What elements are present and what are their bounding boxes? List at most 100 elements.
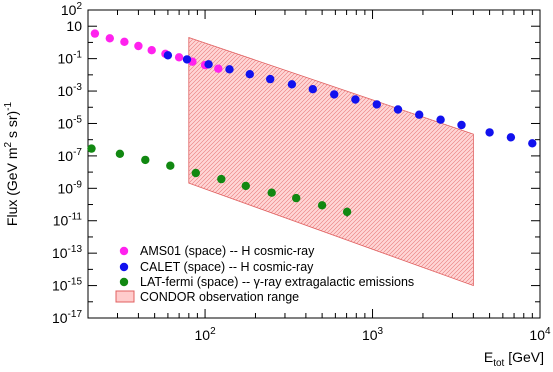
data-point-series-1 <box>485 128 494 137</box>
y-tick-label: 10-15 <box>52 277 82 294</box>
data-point-series-2 <box>87 144 96 153</box>
data-point-series-1 <box>457 120 466 130</box>
x-axis-label-main: E <box>484 349 493 365</box>
data-point-series-1 <box>393 105 403 114</box>
legend-label-calet: CALET (space) -- H cosmic-ray <box>140 260 314 274</box>
x-tick-label: 102 <box>194 326 216 343</box>
y-tick-label-exp: -7 <box>73 147 82 158</box>
y-axis-label-mid: s sr) <box>4 111 20 142</box>
data-point-series-1 <box>372 100 381 109</box>
data-point-series-1 <box>266 74 275 84</box>
data-point-series-1 <box>163 51 173 60</box>
data-point-series-1 <box>330 90 339 99</box>
data-point-series-2 <box>141 155 150 165</box>
legend-marker-lat-fermi <box>119 277 129 287</box>
y-tick-label: 10-9 <box>58 179 83 196</box>
data-point-series-2 <box>267 188 276 197</box>
data-point-series-0 <box>120 37 129 46</box>
y-tick-label-exp: -1 <box>73 50 82 61</box>
x-tick-label-base: 10 <box>194 327 210 343</box>
y-tick-label-base: 10 <box>53 213 69 229</box>
x-tick-label-exp: 3 <box>378 326 384 337</box>
data-point-series-0 <box>174 53 184 62</box>
y-axis-label-exp2: -1 <box>3 101 14 110</box>
data-point-series-1 <box>506 133 516 142</box>
data-point-series-2 <box>317 201 327 210</box>
data-point-series-0 <box>134 41 143 51</box>
y-tick-label-base: 10 <box>52 245 68 261</box>
legend: AMS01 (space) -- H cosmic-ray CALET (spa… <box>115 244 414 304</box>
y-tick-label-exp: -17 <box>68 309 83 320</box>
y-tick-label: 10-11 <box>53 212 83 229</box>
y-tick-label-exp: 2 <box>76 1 82 12</box>
y-tick-label-base: 10 <box>52 310 68 326</box>
legend-swatch-condor <box>115 290 135 303</box>
data-point-series-0 <box>90 29 100 38</box>
y-tick-label: 10-13 <box>52 244 82 261</box>
y-tick-label: 10-1 <box>58 50 83 67</box>
x-tick-label: 103 <box>362 326 384 343</box>
data-point-series-1 <box>351 95 360 104</box>
data-point-series-2 <box>166 161 175 170</box>
y-tick-label: 10-3 <box>58 82 83 99</box>
y-tick-label: 10-17 <box>52 309 82 326</box>
data-point-series-2 <box>191 168 200 178</box>
legend-label-condor: CONDOR observation range <box>140 290 299 304</box>
y-axis-ticks: 1021010-110-310-510-710-910-1110-1310-15… <box>52 1 540 326</box>
data-point-series-2 <box>115 149 125 158</box>
data-point-series-0 <box>147 46 156 55</box>
y-tick-label-exp: -11 <box>68 212 82 223</box>
y-axis-label: Flux (GeV m2 s sr)-1 <box>3 101 20 226</box>
legend-marker-calet <box>119 262 129 272</box>
y-tick-label-base: 10 <box>58 115 74 131</box>
data-point-series-2 <box>217 174 226 184</box>
y-tick-label-base: 10 <box>52 278 68 294</box>
data-point-series-1 <box>287 80 297 89</box>
x-tick-label-exp: 4 <box>545 326 551 337</box>
x-tick-label-exp: 2 <box>210 326 216 337</box>
data-point-series-1 <box>225 65 234 74</box>
y-tick-label-exp: -9 <box>73 179 82 190</box>
x-axis-label: Etot [GeV] <box>484 349 544 369</box>
y-axis-label-prefix: Flux (GeV m <box>4 148 20 227</box>
y-tick-label-exp: -5 <box>73 114 82 125</box>
y-tick-label-base: 10 <box>58 83 74 99</box>
data-point-series-1 <box>204 60 213 69</box>
y-tick-label-base: 10 <box>58 148 74 164</box>
y-axis-label-exp1: 2 <box>3 142 14 148</box>
y-tick-label-exp: -15 <box>68 277 83 288</box>
y-tick-label: 10 <box>66 18 82 34</box>
y-tick-label: 10-7 <box>58 147 83 164</box>
data-point-series-1 <box>528 139 537 148</box>
y-tick-label: 10-5 <box>58 114 83 131</box>
y-tick-label: 102 <box>61 1 83 18</box>
x-tick-label-base: 10 <box>362 327 378 343</box>
data-points-layer <box>87 29 537 217</box>
x-axis-label-unit: [GeV] <box>504 349 544 365</box>
data-point-series-1 <box>182 55 192 64</box>
data-point-series-0 <box>105 34 115 43</box>
x-axis-label-sub: tot <box>493 358 504 369</box>
legend-label-ams01: AMS01 (space) -- H cosmic-ray <box>140 244 315 258</box>
x-axis-ticks: 102 103 104 <box>87 10 551 343</box>
data-point-series-2 <box>292 193 301 203</box>
legend-label-lat-fermi: LAT-fermi (space) -- γ-ray extragalactic… <box>140 275 414 289</box>
data-point-series-1 <box>415 110 424 119</box>
data-point-series-2 <box>342 207 352 217</box>
y-tick-label-base: 10 <box>66 18 82 34</box>
legend-marker-ams01 <box>119 246 129 256</box>
y-tick-label-base: 10 <box>61 2 77 18</box>
data-point-series-1 <box>436 115 445 124</box>
x-tick-label-base: 10 <box>529 327 545 343</box>
data-point-series-0 <box>214 64 223 73</box>
data-point-series-2 <box>241 181 250 191</box>
data-point-series-1 <box>308 85 317 94</box>
x-tick-label: 104 <box>529 326 551 343</box>
y-tick-label-exp: -3 <box>73 82 82 93</box>
plot-frame <box>87 9 541 319</box>
y-tick-label-exp: -13 <box>68 244 83 255</box>
y-tick-label-base: 10 <box>58 180 74 196</box>
y-tick-label-base: 10 <box>58 51 74 67</box>
data-point-series-1 <box>245 70 254 79</box>
